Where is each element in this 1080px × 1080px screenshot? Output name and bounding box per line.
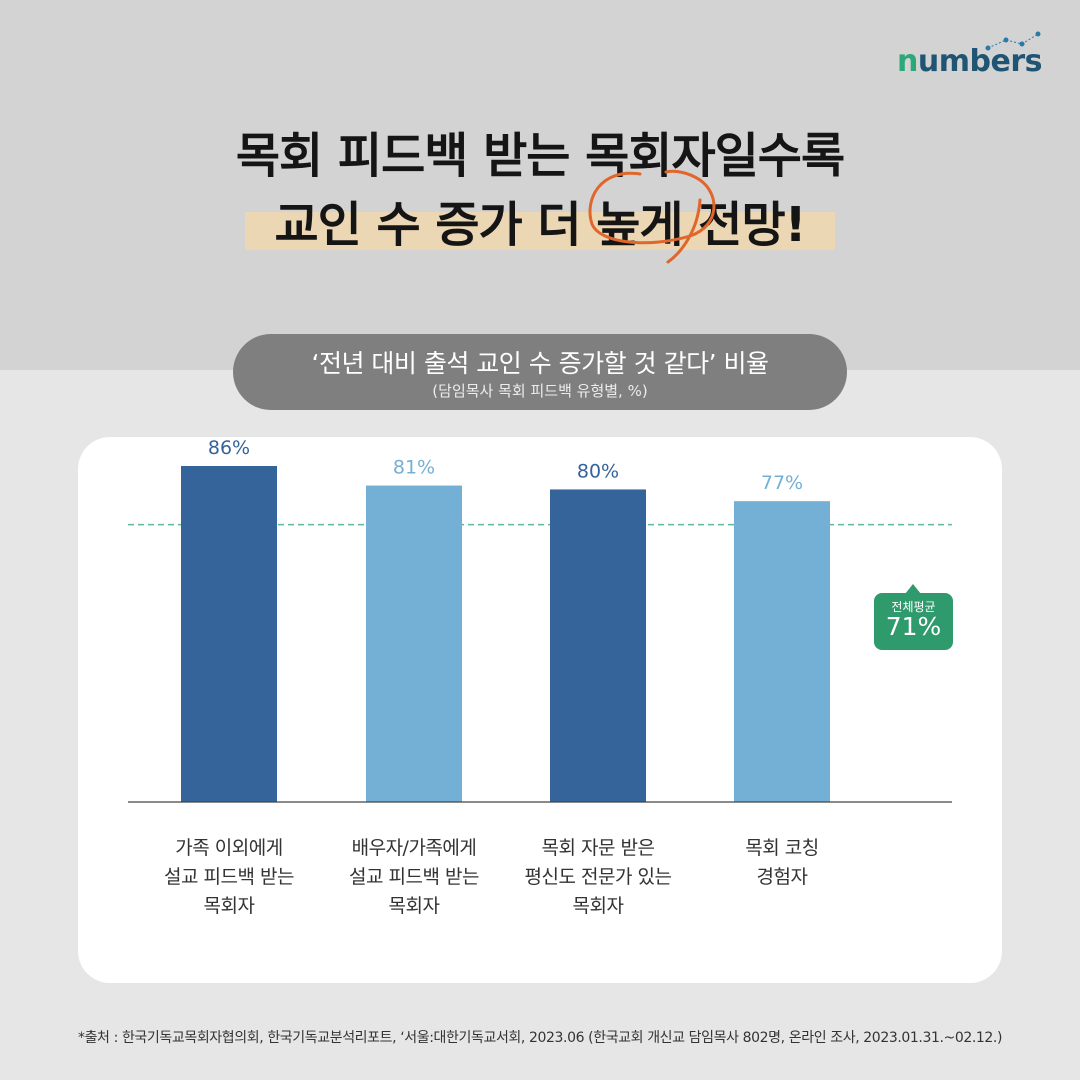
bar-2 — [366, 485, 462, 802]
x-tick-label-line: 평신도 전문가 있는 — [524, 866, 672, 888]
bar-4 — [734, 501, 830, 802]
average-label: 전체평균 — [891, 600, 936, 614]
title-highlight — [245, 212, 835, 250]
x-tick-label-line: 배우자/가족에게 — [351, 837, 477, 859]
logo-dots-icon — [985, 31, 1041, 51]
chart-subtitle: (담임목사 목회 피드백 유형별, %) — [432, 382, 648, 400]
x-tick-label-line: 설교 피드백 받는 — [349, 866, 479, 888]
x-tick-label-line: 설교 피드백 받는 — [164, 866, 294, 888]
x-tick-label-line: 목회 코칭 — [745, 837, 819, 859]
header-background — [0, 0, 1080, 370]
bar-value-label-4: 77% — [761, 472, 803, 494]
average-value: 71% — [885, 612, 942, 641]
chart-title-pill: ‘전년 대비 출석 교인 수 증가할 것 같다’ 비율 (담임목사 목회 피드백… — [233, 334, 847, 410]
bar-value-label-2: 81% — [393, 457, 435, 479]
bar-3 — [550, 489, 646, 802]
x-tick-label-line: 가족 이외에게 — [175, 837, 283, 859]
page-title-line2: 교인 수 증가 더 높게 전망! — [274, 197, 806, 253]
emphasis-circle-icon — [588, 169, 716, 264]
x-tick-label-line: 목회자 — [203, 895, 255, 917]
source-note: *출처 : 한국기독교목회자협의회, 한국기독교분석리포트, ‘서울:대한기독교… — [77, 1030, 1003, 1046]
bar-value-label-3: 80% — [577, 460, 619, 482]
average-badge: 전체평균 71% — [874, 584, 953, 650]
brand-logo: numbers — [897, 44, 1042, 79]
chart-title: ‘전년 대비 출석 교인 수 증가할 것 같다’ 비율 — [311, 349, 769, 378]
x-tick-label-line: 목회자 — [388, 895, 440, 917]
x-tick-label-line: 경험자 — [756, 866, 808, 888]
bar-value-label-1: 86% — [208, 437, 250, 459]
x-tick-label-line: 목회자 — [572, 895, 624, 917]
page-title-line1: 목회 피드백 받는 목회자일수록 — [235, 128, 845, 184]
x-tick-label-line: 목회 자문 받은 — [541, 837, 655, 859]
bar-1 — [181, 466, 277, 802]
